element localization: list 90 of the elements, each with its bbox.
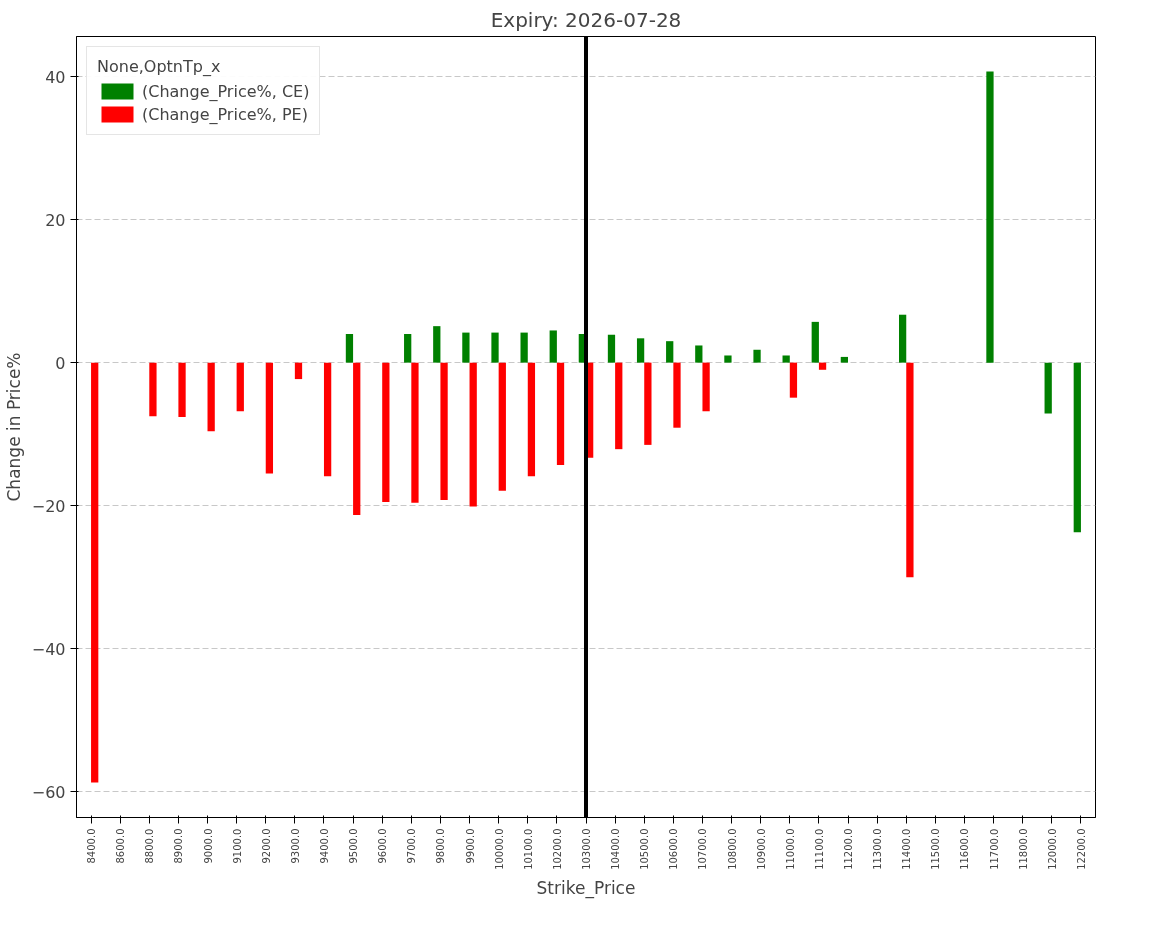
x-tick-label: 10800.0 — [726, 828, 738, 870]
bar — [462, 332, 470, 363]
bar — [906, 362, 914, 578]
bar — [178, 362, 186, 417]
bar — [666, 341, 674, 363]
y-tick-label: −40 — [31, 639, 66, 659]
x-tick-label: 11500.0 — [930, 828, 942, 870]
bar — [469, 362, 477, 507]
bar — [527, 362, 536, 477]
bar — [433, 326, 441, 363]
x-tick-label: 9100.0 — [231, 828, 243, 864]
x-tick-label: 9700.0 — [406, 828, 418, 864]
bar — [411, 362, 419, 503]
bar — [91, 362, 99, 783]
x-tick-label: 9200.0 — [260, 828, 272, 864]
x-tick-label: 10700.0 — [697, 828, 709, 870]
x-tick-label: 8600.0 — [115, 828, 127, 864]
bar — [520, 332, 528, 363]
bar — [789, 362, 798, 398]
bar — [636, 338, 645, 363]
y-axis-title: Change in Price% — [3, 352, 24, 502]
bar — [607, 334, 616, 363]
x-tick-label: 10400.0 — [610, 828, 622, 870]
x-tick-label: 9800.0 — [435, 828, 447, 864]
y-tick-label: −20 — [31, 496, 66, 516]
bar — [382, 362, 390, 503]
bar — [323, 362, 332, 477]
x-tick-label: 10000.0 — [493, 828, 505, 870]
x-axis-title: Strike_Price — [536, 877, 636, 899]
bar — [498, 362, 506, 491]
x-tick-label: 8900.0 — [173, 828, 185, 864]
x-tick-label: 9300.0 — [289, 828, 301, 864]
legend-label: (Change_Price%, PE) — [142, 104, 308, 124]
x-tick-label: 11600.0 — [959, 828, 971, 870]
x-tick-label: 10900.0 — [755, 828, 767, 870]
x-tick-label: 10600.0 — [668, 828, 680, 870]
x-tick-label: 8800.0 — [144, 828, 156, 864]
x-tick-label: 11100.0 — [813, 828, 825, 870]
x-tick-label: 9600.0 — [377, 828, 389, 864]
bar — [840, 356, 849, 363]
bar — [236, 362, 244, 412]
bar — [644, 362, 652, 445]
bar — [556, 362, 565, 465]
y-tick-label: 20 — [45, 210, 66, 230]
x-tick-label: 11000.0 — [784, 828, 796, 870]
x-tick-label: 8400.0 — [86, 828, 98, 864]
x-tick-label: 10500.0 — [639, 828, 651, 870]
bar — [782, 355, 790, 363]
legend-title: None,OptnTp_x — [97, 57, 222, 76]
x-tick-label: 11700.0 — [988, 828, 1000, 870]
bar — [986, 71, 994, 363]
x-tick-label: 10300.0 — [581, 828, 592, 870]
bar — [695, 345, 703, 363]
x-tick-label: 12200.0 — [1075, 828, 1087, 870]
bar — [615, 362, 623, 450]
bar — [149, 362, 157, 417]
bar — [404, 334, 412, 363]
x-tick-label: 12000.0 — [1046, 828, 1058, 870]
bar — [1073, 362, 1081, 533]
x-tick-label: 10100.0 — [522, 828, 534, 870]
x-tick-label: 11200.0 — [843, 828, 855, 870]
x-tick-label: 9900.0 — [464, 828, 476, 864]
bar — [294, 362, 303, 380]
x-tick-label: 9000.0 — [202, 828, 214, 864]
bar — [353, 362, 361, 515]
y-tick-label: 0 — [55, 353, 66, 373]
x-tick-label: 11800.0 — [1017, 828, 1029, 870]
bar — [1044, 362, 1052, 414]
bar — [673, 362, 681, 428]
bar — [265, 362, 274, 474]
x-tick-label: 9500.0 — [348, 828, 360, 864]
chart-title: Expiry: 2026-07-28 — [490, 7, 682, 32]
bar — [549, 330, 557, 363]
bar — [440, 362, 448, 500]
x-tick-label: 9400.0 — [318, 828, 330, 864]
bar — [724, 355, 732, 363]
y-tick-label: −60 — [31, 782, 66, 802]
bar — [818, 362, 827, 370]
bar — [898, 314, 907, 363]
x-tick-label: 11400.0 — [901, 828, 913, 870]
bar — [753, 349, 761, 363]
bar — [702, 362, 710, 412]
bar — [491, 332, 499, 363]
x-tick-label: 10200.0 — [551, 828, 563, 870]
bar — [811, 321, 819, 363]
x-tick-label: 11300.0 — [872, 828, 884, 870]
bar — [345, 334, 354, 363]
y-tick-label: 40 — [45, 67, 66, 87]
legend-label: (Change_Price%, CE) — [142, 81, 310, 101]
bar — [207, 362, 215, 432]
